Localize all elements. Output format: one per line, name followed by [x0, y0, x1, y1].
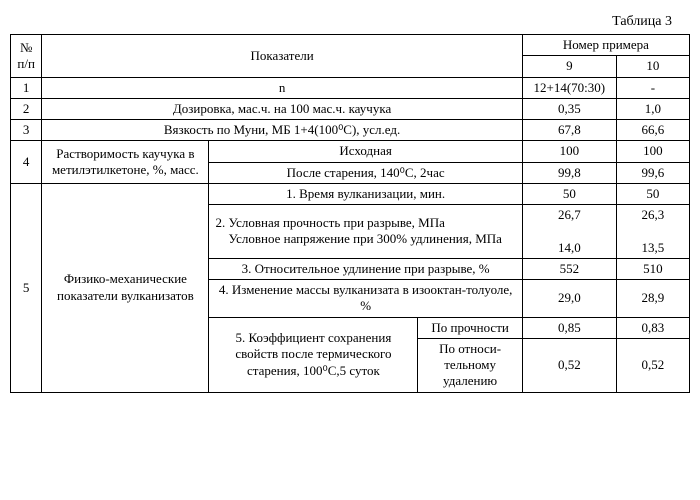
cell-value: 26,3 13,5 — [616, 205, 689, 259]
cell-value: 50 — [522, 183, 616, 204]
cell-value: - — [616, 77, 689, 98]
col-indicators-header: Показатели — [42, 35, 523, 78]
col-10-header: 10 — [616, 56, 689, 77]
cell-value: 552 — [522, 258, 616, 279]
cell-value: 99,8 — [522, 162, 616, 183]
row-label: Вязкость по Муни, МБ 1+4(100⁰С), усл.ед. — [42, 120, 523, 141]
row-num: 2 — [11, 98, 42, 119]
cell-value: 50 — [616, 183, 689, 204]
cell-value: 0,52 — [616, 338, 689, 392]
table-row: 2 Дозировка, мас.ч. на 100 мас.ч. каучук… — [11, 98, 690, 119]
row-num: 4 — [11, 141, 42, 184]
row-label: n — [42, 77, 523, 98]
row-num: 1 — [11, 77, 42, 98]
col-num-header: № п/п — [11, 35, 42, 78]
row-sublabel: 3. Относительное удлинение при разрыве, … — [209, 258, 522, 279]
cell-value: 0,85 — [522, 317, 616, 338]
cell-value: 26,7 14,0 — [522, 205, 616, 259]
row-sublabel: 4. Изменение массы вулканизата в изоокта… — [209, 280, 522, 318]
cell-sub: 26,3 — [642, 207, 665, 222]
row-sublabel: 2. Условная прочность при разрыве, МПа У… — [209, 205, 522, 259]
cell-value: 99,6 — [616, 162, 689, 183]
cell-value: 67,8 — [522, 120, 616, 141]
cell-value: 66,6 — [616, 120, 689, 141]
cell-sub: 14,0 — [558, 240, 581, 255]
cell-value: 28,9 — [616, 280, 689, 318]
cell-value: 0,83 — [616, 317, 689, 338]
row-sublabel: 5. Коэффициент сохранения свойств после … — [209, 317, 418, 392]
cell-value: 0,52 — [522, 338, 616, 392]
cell-sub: 13,5 — [642, 240, 665, 255]
col-example-header: Номер примера — [522, 35, 689, 56]
table-row: 5 Физико-механические показатели вулкани… — [11, 183, 690, 204]
table-row: 4 Растворимость каучука в метилэтилкетон… — [11, 141, 690, 162]
cell-value: 12+14(70:30) — [522, 77, 616, 98]
row-sublabel: После старения, 140⁰С, 2час — [209, 162, 522, 183]
table-row: 3 Вязкость по Муни, МБ 1+4(100⁰С), усл.е… — [11, 120, 690, 141]
row-sublabel: 1. Время вулканизации, мин. — [209, 183, 522, 204]
col-9-header: 9 — [522, 56, 616, 77]
row-num: 3 — [11, 120, 42, 141]
table-header-row: № п/п Показатели Номер примера — [11, 35, 690, 56]
row-sublabel: Исходная — [209, 141, 522, 162]
sublabel-line2: Условное напряжение при 300% удлинения, … — [228, 231, 502, 246]
cell-sub: 26,7 — [558, 207, 581, 222]
sublabel-line1: 2. Условная прочность при разрыве, МПа — [215, 215, 444, 230]
row-num: 5 — [11, 183, 42, 392]
table-row: 1 n 12+14(70:30) - — [11, 77, 690, 98]
cell-value: 0,35 — [522, 98, 616, 119]
data-table: № п/п Показатели Номер примера 9 10 1 n … — [10, 34, 690, 393]
row-group-label: Физико-механические показатели вулканиза… — [42, 183, 209, 392]
cell-value: 29,0 — [522, 280, 616, 318]
cell-value: 100 — [616, 141, 689, 162]
cell-value: 100 — [522, 141, 616, 162]
table-caption: Таблица 3 — [10, 14, 672, 30]
cell-value: 1,0 — [616, 98, 689, 119]
row-group-label: Растворимость каучука в метилэтилкетоне,… — [42, 141, 209, 184]
row-label: Дозировка, мас.ч. на 100 мас.ч. каучука — [42, 98, 523, 119]
cell-value: 510 — [616, 258, 689, 279]
row-subsublabel: По относи­тельному удалению — [418, 338, 522, 392]
row-subsublabel: По прочности — [418, 317, 522, 338]
